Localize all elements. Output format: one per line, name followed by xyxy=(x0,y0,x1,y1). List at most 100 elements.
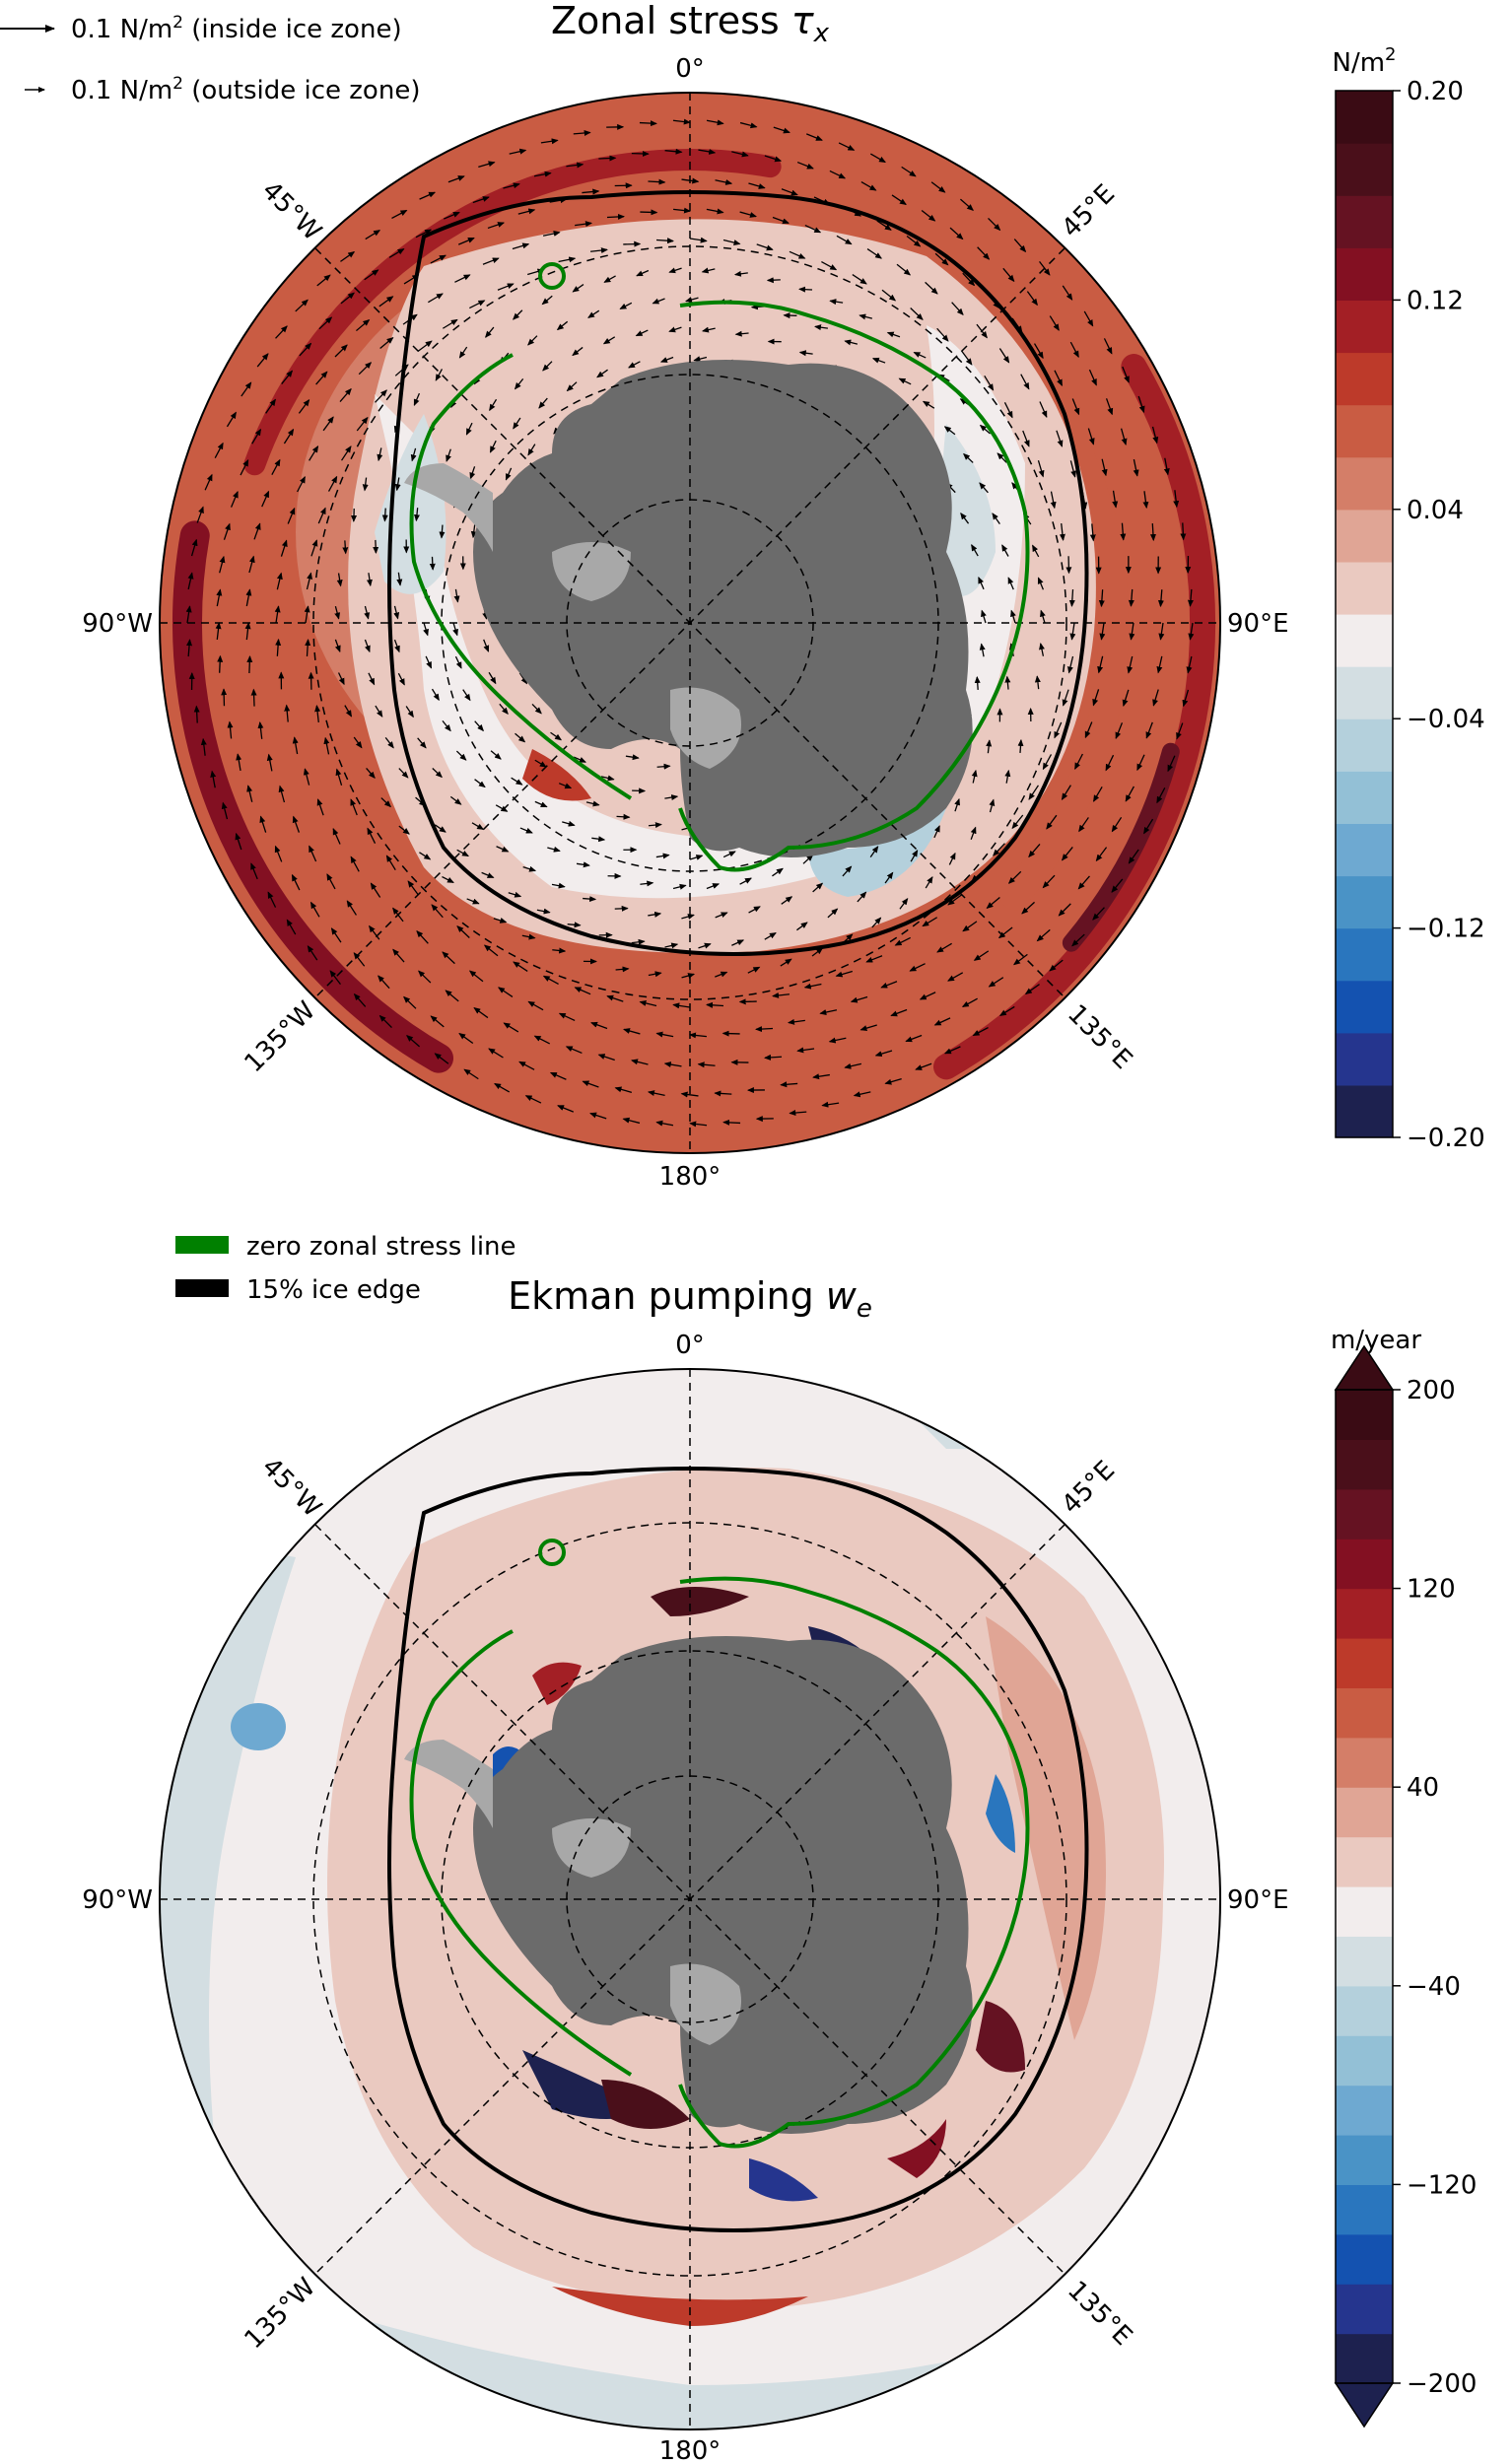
stress-vector xyxy=(582,1080,599,1088)
stress-vector xyxy=(1054,370,1064,386)
antarctica-bottom xyxy=(404,1636,973,2134)
ekman-zero-stress-loop xyxy=(538,1539,566,1566)
stress-vector xyxy=(388,248,405,258)
lon-label-45w: 45°W xyxy=(256,175,327,246)
stress-vector xyxy=(772,992,790,998)
stress-vector xyxy=(378,1014,392,1029)
stress-vector xyxy=(1077,875,1090,890)
stress-vector xyxy=(316,274,331,287)
legend-label-ice-edge: 15% ice edge xyxy=(246,1275,421,1305)
stress-vector xyxy=(600,775,615,782)
stress-vector xyxy=(572,346,584,357)
stress-vector xyxy=(356,318,371,332)
stress-vector xyxy=(1022,430,1030,447)
stress-vector xyxy=(465,422,473,436)
stress-vector xyxy=(812,1073,830,1080)
zonal-stress-map xyxy=(160,93,1220,1153)
stress-vector xyxy=(635,329,649,337)
stress-vector xyxy=(701,267,716,274)
stress-vector xyxy=(827,908,839,919)
stress-vector xyxy=(474,720,485,732)
stress-vector xyxy=(503,1022,519,1033)
stress-vector xyxy=(478,161,496,169)
stress-vector xyxy=(318,316,333,330)
stress-vector xyxy=(701,326,716,333)
ronne-ice-shelf-bottom xyxy=(552,1818,631,1878)
stress-vector xyxy=(925,876,933,889)
stress-vector xyxy=(493,918,508,924)
stress-vector xyxy=(380,797,392,808)
colorbar-segment xyxy=(1336,456,1393,511)
zonal-stress-title: Zonal stress τx xyxy=(551,0,830,48)
colorbar-segment xyxy=(1336,1084,1393,1138)
stress-vector xyxy=(223,522,231,540)
stress-vector xyxy=(391,209,408,219)
stress-vector xyxy=(988,977,1004,988)
stress-vector xyxy=(1095,847,1108,862)
stress-vector xyxy=(489,440,497,453)
ekman-lon-label-135w: 135°W xyxy=(240,2273,322,2356)
stress-vector xyxy=(909,963,926,972)
zonal-stress-zero-loop xyxy=(538,262,566,290)
stress-vector xyxy=(226,411,237,428)
colorbar-frame xyxy=(1335,90,1394,1138)
stress-vector xyxy=(431,688,440,702)
stress-vector xyxy=(221,801,229,820)
stress-vector xyxy=(748,906,761,914)
stress-vector xyxy=(1069,622,1076,641)
stress-vector xyxy=(434,1053,449,1064)
stress-vector xyxy=(235,832,242,851)
stress-vector xyxy=(1049,959,1064,972)
stress-vector xyxy=(1032,544,1040,558)
stress-vector xyxy=(681,914,695,920)
stress-vector xyxy=(881,289,897,302)
stress-vector xyxy=(397,672,405,686)
stress-vector xyxy=(393,639,400,653)
stress-vector xyxy=(829,299,844,306)
colorbar-segment xyxy=(1336,1032,1393,1086)
stress-vector xyxy=(488,671,497,685)
stress-vector xyxy=(706,119,724,126)
stress-vector xyxy=(1128,588,1134,607)
stress-vector xyxy=(739,121,758,129)
stress-vector xyxy=(310,539,318,557)
stress-vector xyxy=(246,655,253,674)
stress-vector xyxy=(930,181,946,193)
stress-vector xyxy=(962,272,976,287)
colorbar-segment xyxy=(1336,404,1393,458)
colorbar-segment xyxy=(1336,875,1393,929)
stress-vector xyxy=(802,854,814,864)
stress-vector xyxy=(1062,689,1069,707)
stress-vector xyxy=(680,1091,699,1098)
stress-vector xyxy=(981,609,987,624)
stress-vector xyxy=(773,126,790,134)
stress-vector xyxy=(256,353,269,368)
stress-vector xyxy=(513,309,523,320)
stress-vector xyxy=(648,822,662,829)
stress-vector xyxy=(513,961,528,973)
stress-vector xyxy=(866,248,882,259)
stress-vector xyxy=(596,369,608,378)
stress-vector xyxy=(850,995,868,1003)
stress-vector xyxy=(1062,285,1073,301)
stress-vector xyxy=(1129,622,1135,641)
stress-vector xyxy=(1050,491,1057,510)
stress-vector xyxy=(317,507,326,524)
stress-vector xyxy=(689,237,708,243)
stress-vector xyxy=(949,227,964,240)
stress-vector xyxy=(844,1062,862,1069)
stress-vector xyxy=(934,252,949,266)
ekman-field-pos-east xyxy=(986,1616,1106,2040)
stress-vector xyxy=(652,298,665,305)
stress-vector xyxy=(405,706,414,719)
stress-vector xyxy=(485,326,495,338)
stress-vector xyxy=(340,250,356,262)
stress-vector xyxy=(1013,953,1028,966)
zonal-stress-colorbar: 0.20 0.12 0.04 −0.04 −0.12 −0.20 xyxy=(1335,77,1485,1153)
stress-vector xyxy=(1020,374,1030,390)
colorbar-segment xyxy=(1336,1936,1393,1987)
stress-vector xyxy=(1173,490,1180,509)
stress-vector xyxy=(739,211,757,218)
stress-vector xyxy=(498,987,514,997)
stress-vector xyxy=(364,269,379,281)
